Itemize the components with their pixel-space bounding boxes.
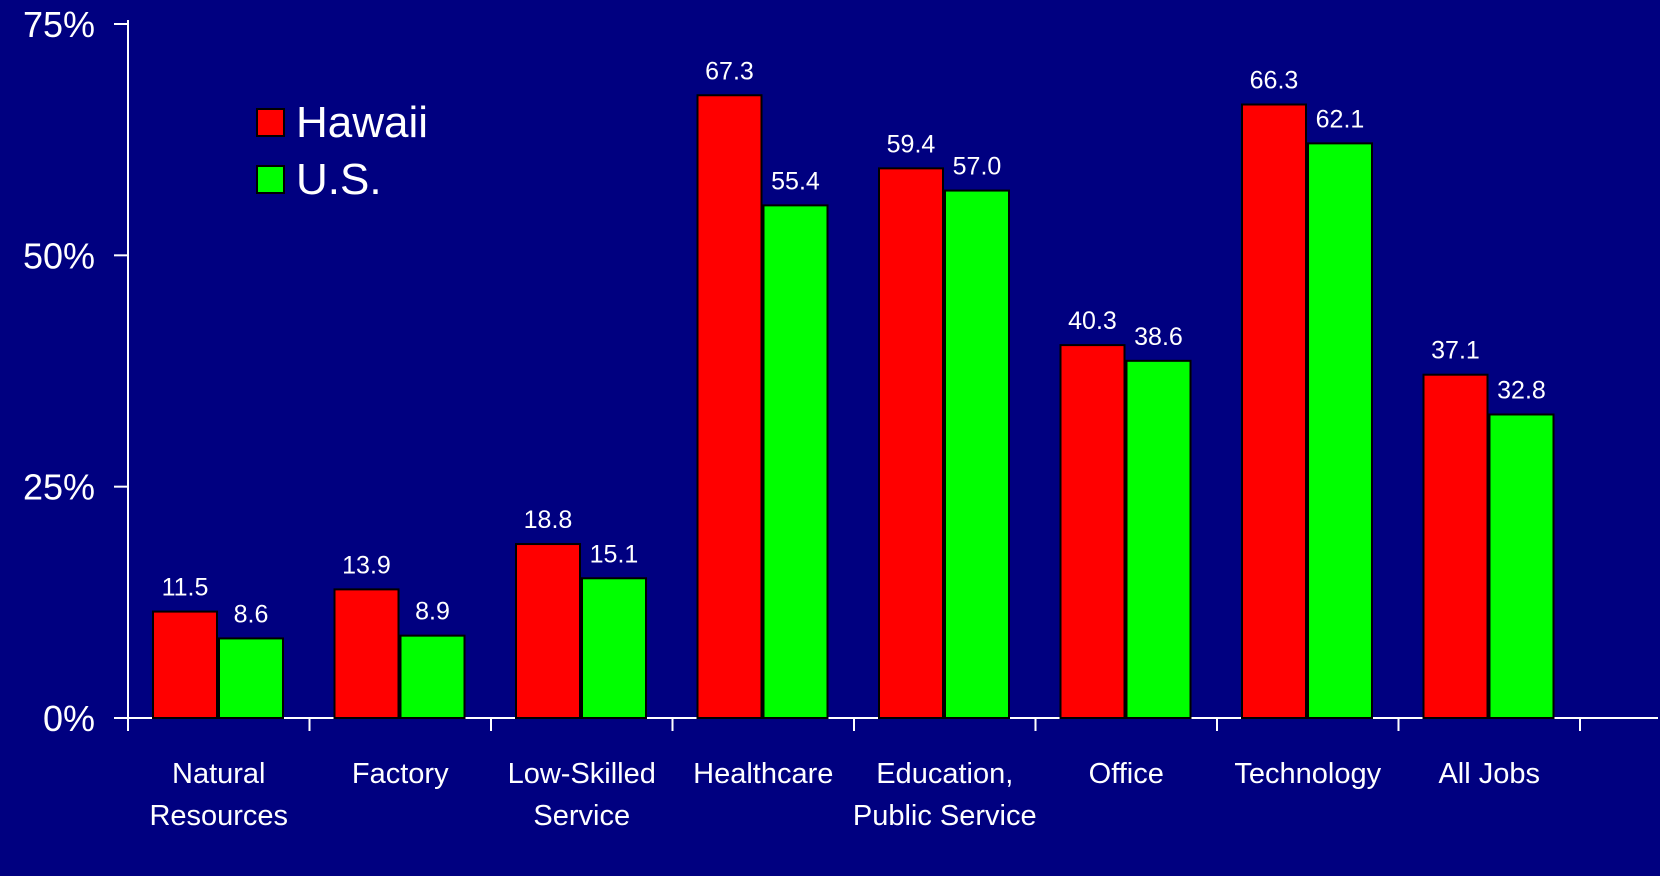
legend-swatch [256, 165, 285, 194]
legend: Hawaii U.S. [256, 98, 428, 204]
y-tick-label: 50% [23, 235, 95, 276]
legend-label: U.S. [296, 155, 382, 204]
category-label: Healthcare [693, 758, 833, 790]
category-label: Factory [352, 758, 449, 790]
data-label: 15.1 [590, 540, 639, 568]
y-tick-label: 75% [23, 4, 95, 45]
legend-label: Hawaii [296, 98, 428, 147]
category-label-line: Resources [149, 800, 288, 832]
bar-u-s [1125, 359, 1192, 719]
data-label: 37.1 [1431, 337, 1480, 365]
category-label: Technology [1234, 758, 1381, 790]
bar-hawaii [333, 588, 400, 719]
bar-u-s [218, 637, 284, 719]
bar-u-s [944, 189, 1010, 719]
data-label: 67.3 [705, 57, 754, 85]
data-label: 8.6 [234, 600, 269, 628]
category-label: Office [1089, 758, 1164, 790]
x-axis: Natural Resources Factory Low-Skilled Servic… [127, 717, 1658, 832]
bar-hawaii [515, 543, 581, 720]
bar-u-s [399, 634, 466, 719]
category-label-line: Education, [876, 758, 1013, 790]
category-label: All Jobs [1438, 758, 1540, 790]
data-label: 18.8 [524, 506, 573, 534]
category-label-line: All Jobs [1438, 758, 1540, 790]
data-label: 13.9 [342, 551, 391, 579]
bar-u-s [1488, 413, 1555, 719]
data-label: 8.9 [415, 598, 450, 626]
bars [152, 94, 1555, 720]
data-label: 38.6 [1134, 323, 1183, 351]
bar-u-s [1307, 142, 1373, 720]
data-label: 11.5 [162, 574, 209, 602]
category-label-line: Low-Skilled [508, 758, 656, 790]
bar-hawaii [1241, 103, 1307, 719]
y-tick-label: 0% [43, 698, 95, 739]
data-label: 32.8 [1497, 376, 1546, 404]
category-label: Low-Skilled Service [508, 758, 656, 832]
category-label-line: Natural [172, 758, 266, 790]
category-label-line: Healthcare [693, 758, 833, 790]
category-label-line: Service [533, 800, 630, 832]
data-labels: 11.5 13.9 18.8 67.3 59.4 40.3 66.3 37.1 8.6 8.9 15… [162, 57, 1546, 628]
category-label-line: Technology [1234, 758, 1381, 790]
y-axis: 0% 25% 50% 75% [23, 4, 129, 739]
category-label-line: Factory [352, 758, 449, 790]
bar-u-s [762, 204, 829, 719]
legend-swatch [256, 108, 285, 137]
y-tick-label: 25% [23, 467, 95, 508]
data-label: 40.3 [1068, 307, 1117, 335]
bar-u-s [581, 577, 647, 719]
bar-hawaii [1059, 344, 1126, 719]
data-label: 62.1 [1316, 105, 1365, 133]
data-label: 59.4 [887, 130, 936, 158]
category-label-line: Public Service [853, 800, 1037, 832]
data-label: 66.3 [1250, 67, 1299, 95]
bar-hawaii [878, 167, 944, 720]
bar-hawaii [1422, 373, 1489, 719]
bar-hawaii [152, 610, 218, 719]
category-label-line: Office [1089, 758, 1164, 790]
data-label: 57.0 [953, 153, 1002, 181]
category-label: Education, Public Service [853, 758, 1037, 832]
category-label: Natural Resources [149, 758, 288, 832]
data-label: 55.4 [771, 167, 820, 195]
bar-hawaii [696, 94, 763, 719]
